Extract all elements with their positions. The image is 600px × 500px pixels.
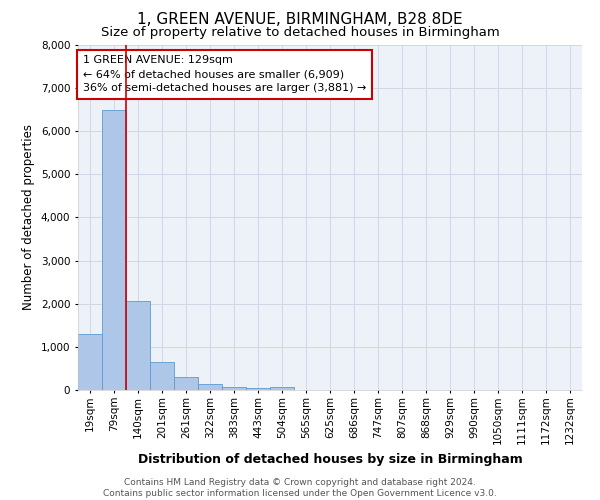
Bar [222, 386, 246, 390]
Text: 1 GREEN AVENUE: 129sqm
← 64% of detached houses are smaller (6,909)
36% of semi-: 1 GREEN AVENUE: 129sqm ← 64% of detached… [83, 56, 367, 94]
Bar [270, 387, 294, 390]
Bar [198, 384, 222, 390]
Bar [102, 110, 126, 390]
Bar [174, 378, 198, 390]
Bar [126, 301, 150, 390]
Y-axis label: Number of detached properties: Number of detached properties [22, 124, 35, 310]
Text: Contains HM Land Registry data © Crown copyright and database right 2024.
Contai: Contains HM Land Registry data © Crown c… [103, 478, 497, 498]
Bar [246, 388, 270, 390]
Text: 1, GREEN AVENUE, BIRMINGHAM, B28 8DE: 1, GREEN AVENUE, BIRMINGHAM, B28 8DE [137, 12, 463, 28]
Bar [78, 334, 102, 390]
Bar [150, 362, 174, 390]
X-axis label: Distribution of detached houses by size in Birmingham: Distribution of detached houses by size … [137, 452, 523, 466]
Text: Size of property relative to detached houses in Birmingham: Size of property relative to detached ho… [101, 26, 499, 39]
